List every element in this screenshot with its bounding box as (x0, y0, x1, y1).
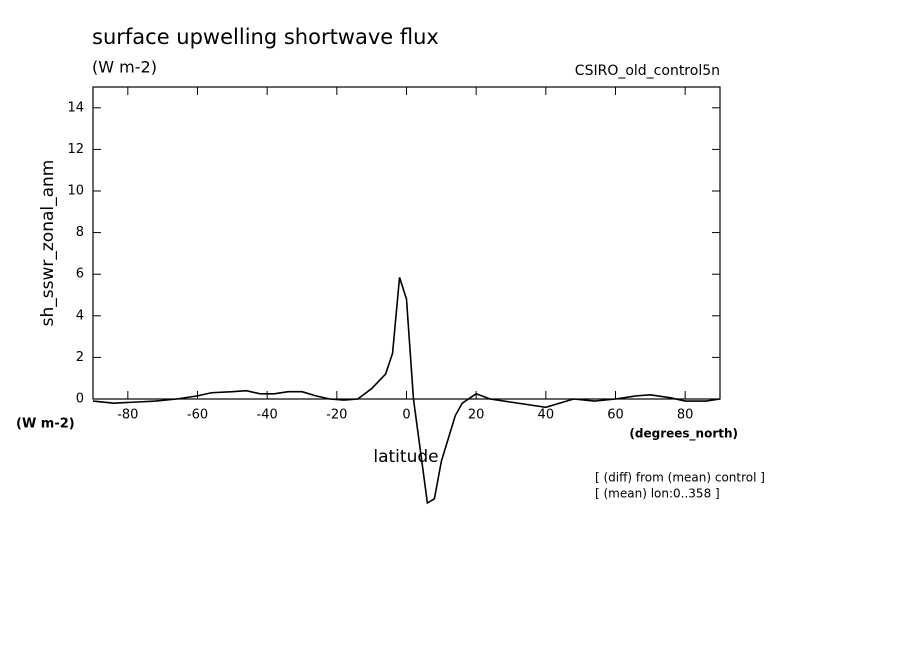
x-axis-label: latitude (373, 447, 438, 467)
x-tick-label: 40 (538, 408, 555, 423)
y-tick-label: 4 (76, 308, 84, 323)
x-units: (degrees_north) (629, 427, 738, 442)
x-tick-label: -40 (257, 408, 278, 423)
dataset-label: CSIRO_old_control5n (575, 63, 720, 79)
y-tick-label: 12 (67, 142, 84, 157)
y-tick-label: 2 (76, 350, 84, 365)
chart-subtitle: (W m-2) (92, 58, 157, 77)
y-tick-label: 10 (67, 184, 84, 199)
x-tick-label: 60 (607, 408, 624, 423)
x-tick-label: -20 (326, 408, 347, 423)
data-line (92, 277, 721, 505)
x-tick-label: 20 (468, 408, 485, 423)
plot-frame (92, 86, 721, 400)
note: [ (diff) from (mean) control ] (595, 471, 765, 485)
x-tick-label: 0 (402, 408, 410, 423)
x-tick-label: 80 (677, 408, 694, 423)
y-tick-label: 6 (76, 267, 84, 282)
y-tick-label: 0 (76, 392, 84, 407)
note: [ (mean) lon:0..358 ] (595, 487, 720, 501)
x-tick-label: -80 (117, 408, 138, 423)
y-units: (W m-2) (16, 417, 75, 432)
x-tick-label: -60 (187, 408, 208, 423)
y-tick-label: 14 (67, 100, 84, 115)
y-axis-label: sh_sswr_zonal_anm (38, 160, 58, 327)
y-tick-label: 8 (76, 225, 84, 240)
chart-title: surface upwelling shortwave flux (92, 25, 439, 49)
